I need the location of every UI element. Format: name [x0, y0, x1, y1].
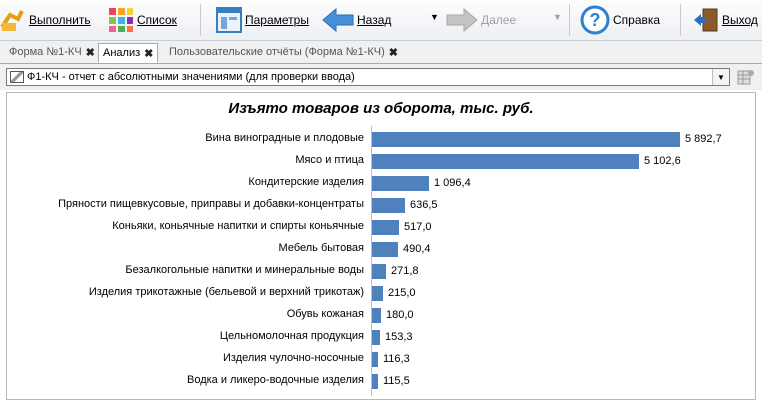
params-icon	[216, 7, 242, 33]
category-label: Вина виноградные и плодовые	[205, 132, 364, 144]
chart-row: Безалкогольные напитки и минеральные вод…	[0, 261, 762, 281]
chart-title: Изъято товаров из оборота, тыс. руб.	[228, 100, 534, 117]
exit-door-icon	[694, 8, 718, 32]
chevron-down-icon[interactable]: ▼	[712, 69, 729, 85]
chart-row: Пряности пищевкусовые, приправы и добавк…	[0, 195, 762, 215]
back-dropdown-icon[interactable]: ▼	[430, 12, 439, 22]
category-label: Мясо и птица	[295, 154, 364, 166]
category-label: Водка и ликеро-водочные изделия	[187, 374, 364, 386]
chart-axis-line	[371, 126, 372, 396]
params-button[interactable]: Параметры	[216, 3, 309, 37]
chart-row: Коньяки, коньячные напитки и спирты конь…	[0, 217, 762, 237]
forward-label: Далее	[481, 13, 517, 27]
params-label: Параметры	[245, 13, 309, 27]
bar	[372, 154, 639, 169]
document-tabs: Форма №1-КЧ ✖ Анализ ✖ Пользовательские …	[0, 41, 762, 64]
category-label: Безалкогольные напитки и минеральные вод…	[125, 264, 364, 276]
execute-icon	[0, 10, 24, 31]
help-button[interactable]: ? Справка	[580, 3, 660, 37]
back-label: Назад	[357, 13, 392, 27]
category-label: Пряности пищевкусовые, приправы и добавк…	[58, 198, 364, 210]
forward-dropdown-icon[interactable]: ▼	[553, 12, 562, 22]
exit-button[interactable]: Выход	[693, 3, 758, 37]
close-icon[interactable]: ✖	[85, 46, 95, 59]
tab-form-1kch[interactable]: Форма №1-КЧ ✖	[4, 43, 100, 61]
category-label: Обувь кожаная	[286, 308, 364, 320]
bar	[372, 242, 398, 257]
tab-label: Пользовательские отчёты (Форма №1-КЧ)	[169, 46, 385, 58]
tab-user-reports[interactable]: Пользовательские отчёты (Форма №1-КЧ) ✖	[164, 43, 403, 61]
execute-button[interactable]: Выполнить	[0, 3, 91, 37]
report-select[interactable]: Ф1-КЧ - отчет с абсолютными значениями (…	[6, 68, 730, 86]
value-label: 490,4	[403, 243, 431, 255]
tab-label: Анализ	[103, 47, 141, 59]
chart-row: Кондитерские изделия 1 096,4	[0, 173, 762, 193]
category-label: Изделия чулочно-носочные	[223, 352, 364, 364]
category-label: Кондитерские изделия	[248, 176, 364, 188]
list-label: Список	[137, 13, 177, 27]
close-icon[interactable]: ✖	[388, 46, 398, 59]
value-label: 215,0	[388, 287, 416, 299]
chart-row: Мебель бытовая 490,4	[0, 239, 762, 259]
chart-row: Мясо и птица 5 102,6	[0, 151, 762, 171]
chart-row: Вина виноградные и плодовые 5 892,7	[0, 129, 762, 149]
chart-row: Изделия чулочно-носочные 116,3	[0, 349, 762, 369]
bar	[372, 286, 383, 301]
bar	[372, 308, 381, 323]
bar	[372, 264, 386, 279]
value-label: 116,3	[383, 353, 410, 365]
arrow-right-icon	[446, 7, 478, 33]
chart-row: Водка и ликеро-водочные изделия 115,5	[0, 371, 762, 391]
tab-analysis[interactable]: Анализ ✖	[98, 43, 159, 63]
bar	[372, 374, 378, 389]
bar	[372, 198, 405, 213]
execute-label: Выполнить	[29, 13, 91, 27]
toolbar-separator	[680, 4, 681, 36]
value-label: 517,0	[404, 221, 432, 233]
help-label: Справка	[613, 13, 661, 27]
back-button[interactable]: Назад	[322, 3, 391, 37]
bar	[372, 352, 378, 367]
value-label: 5 892,7	[685, 133, 722, 145]
close-icon[interactable]: ✖	[144, 47, 154, 60]
svg-text:?: ?	[590, 10, 601, 30]
report-select-row: Ф1-КЧ - отчет с абсолютными значениями (…	[0, 64, 762, 90]
arrow-left-icon	[322, 7, 354, 33]
table-settings-icon[interactable]	[737, 68, 755, 86]
toolbar: Выполнить Список Параметры Назад ▼ Далее…	[0, 0, 762, 41]
value-label: 636,5	[410, 199, 438, 211]
tab-label: Форма №1-КЧ	[9, 46, 82, 58]
value-label: 115,5	[383, 375, 410, 387]
exit-label: Выход	[722, 13, 758, 27]
help-icon: ?	[580, 5, 610, 35]
bar	[372, 330, 380, 345]
chart-row: Изделия трикотажные (бельевой и верхний …	[0, 283, 762, 303]
value-label: 271,8	[391, 265, 419, 277]
category-label: Мебель бытовая	[278, 242, 364, 254]
toolbar-separator	[200, 4, 201, 36]
toolbar-separator	[569, 4, 570, 36]
value-label: 153,3	[385, 331, 413, 343]
value-label: 5 102,6	[644, 155, 681, 167]
value-label: 180,0	[386, 309, 414, 321]
bar	[372, 220, 399, 235]
category-label: Цельномолочная продукция	[219, 330, 364, 342]
list-button[interactable]: Список	[108, 3, 177, 37]
report-select-value: Ф1-КЧ - отчет с абсолютными значениями (…	[27, 71, 355, 83]
value-label: 1 096,4	[434, 177, 471, 189]
category-label: Коньяки, коньячные напитки и спирты конь…	[112, 220, 364, 232]
bar	[372, 132, 680, 147]
chart-row: Обувь кожаная 180,0	[0, 305, 762, 325]
list-icon	[109, 8, 133, 32]
forward-button[interactable]: Далее	[446, 3, 516, 37]
category-label: Изделия трикотажные (бельевой и верхний …	[88, 286, 364, 298]
report-icon	[10, 71, 24, 83]
bar	[372, 176, 429, 191]
chart-row: Цельномолочная продукция 153,3	[0, 327, 762, 347]
